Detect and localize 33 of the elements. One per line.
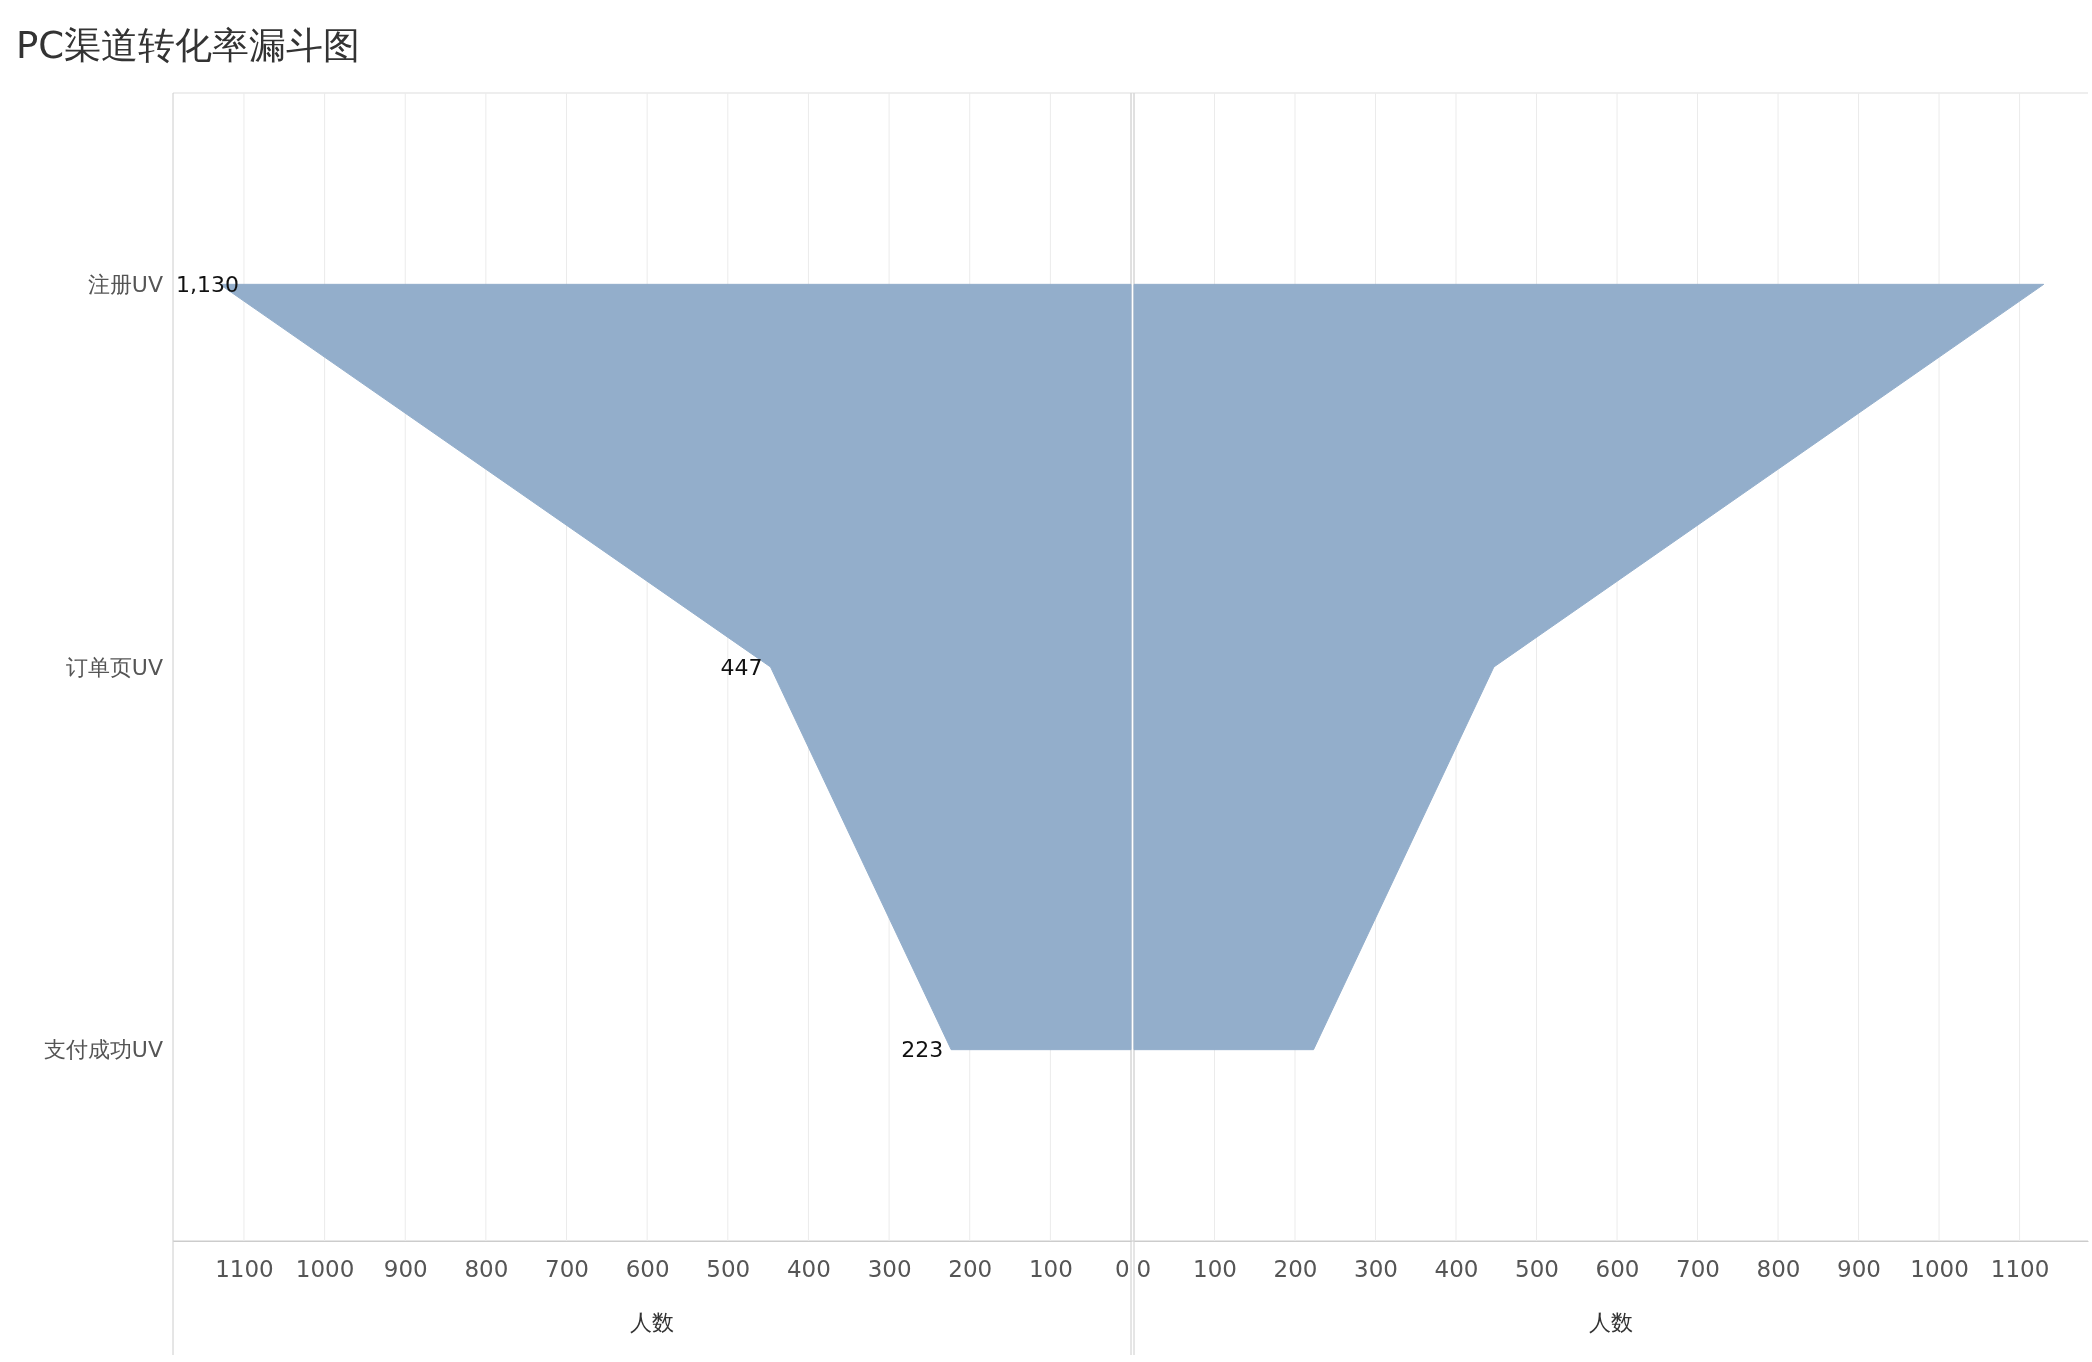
x-tick-label: 900 xyxy=(383,1256,428,1283)
x-tick-label: 100 xyxy=(1193,1256,1237,1283)
x-tick-label: 1100 xyxy=(215,1256,274,1283)
data-label: 1,130 xyxy=(176,272,239,298)
y-tick-label: 订单页UV xyxy=(65,654,163,680)
x-tick-label: 100 xyxy=(1028,1256,1073,1283)
x-tick-label: 200 xyxy=(948,1256,993,1283)
x-tick-label: 500 xyxy=(1515,1256,1559,1283)
x-tick-label: 0 xyxy=(1114,1256,1130,1283)
x-tick-label: 600 xyxy=(1595,1256,1640,1283)
x-tick-label: 1100 xyxy=(1990,1256,2050,1283)
x-tick-label: 500 xyxy=(706,1256,751,1283)
x-tick-label: 700 xyxy=(545,1256,589,1283)
x-axis-title: 人数 xyxy=(1589,1310,1633,1335)
y-tick-label: 注册UV xyxy=(87,271,163,297)
x-tick-label: 800 xyxy=(1756,1256,1801,1283)
x-tick-label: 900 xyxy=(1837,1256,1882,1283)
x-tick-label: 800 xyxy=(464,1256,509,1283)
x-tick-label: 400 xyxy=(786,1256,831,1283)
data-label: 447 xyxy=(720,654,763,680)
x-tick-label: 1000 xyxy=(295,1256,355,1283)
x-tick-label: 600 xyxy=(625,1256,670,1283)
data-label: 223 xyxy=(901,1037,944,1063)
x-tick-label: 1000 xyxy=(1910,1256,1969,1283)
x-axis-title: 人数 xyxy=(630,1310,674,1335)
x-tick-label: 200 xyxy=(1273,1256,1318,1283)
x-tick-label: 300 xyxy=(1354,1256,1398,1283)
x-tick-label: 0 xyxy=(1136,1256,1152,1283)
chart-title: PC渠道转化率漏斗图 xyxy=(16,24,361,67)
x-tick-label: 400 xyxy=(1434,1256,1479,1283)
y-tick-label: 支付成功UV xyxy=(43,1037,163,1063)
x-tick-label: 700 xyxy=(1676,1256,1720,1283)
x-tick-label: 300 xyxy=(867,1256,912,1283)
